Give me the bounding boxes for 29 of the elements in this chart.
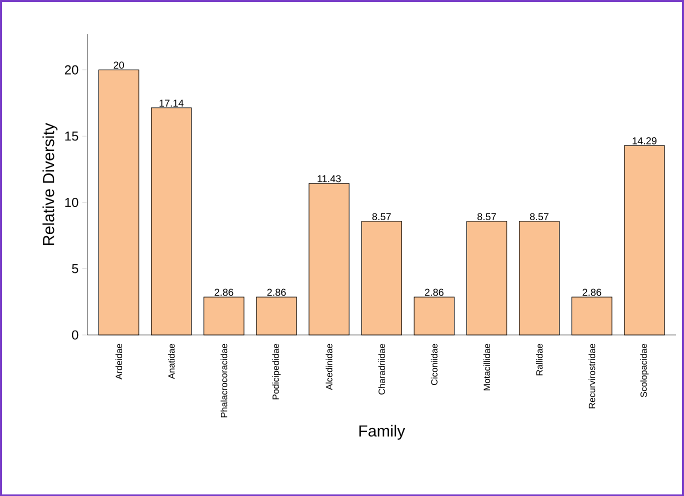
data-label: 2.86	[582, 288, 602, 296]
data-label: 8.57	[372, 212, 391, 220]
y-tick-label: 20	[64, 65, 78, 74]
y-tick-label: 0	[72, 330, 78, 340]
data-label: 20	[114, 61, 124, 68]
y-axis-title: Relative Diversity	[42, 122, 58, 245]
y-tick-label: 15	[65, 131, 78, 140]
x-tick-label: Alcedinidae	[326, 344, 332, 390]
x-tick-label: Charadriidae	[378, 344, 385, 394]
data-label: 11.43	[318, 174, 341, 182]
y-tick-label: 10	[65, 198, 78, 207]
data-label: 17.14	[160, 99, 184, 106]
x-tick-label: Anatidae	[168, 344, 175, 379]
x-axis-title: Family	[359, 424, 406, 440]
data-label: 2.86	[214, 288, 234, 296]
x-tick-label: Ardeidae	[115, 344, 122, 380]
x-tick-label: Scolopacidae	[640, 344, 649, 397]
x-tick-label: Podicipedidae	[272, 344, 281, 400]
x-tick-label: Rallidae	[536, 344, 543, 376]
x-tick-label: Ciconiidae	[430, 344, 438, 385]
y-tick-label: 5	[72, 264, 78, 274]
data-label: 14.29	[632, 137, 656, 144]
data-label: 2.86	[424, 288, 444, 296]
x-tick-label: Motacillidae	[483, 344, 490, 390]
data-label: 8.57	[530, 212, 549, 220]
data-label: 8.57	[477, 212, 496, 220]
data-label: 2.86	[267, 288, 286, 296]
x-tick-label: Phalacrocoracidae	[220, 344, 228, 418]
x-tick-label: Recurvirostridae	[588, 344, 596, 408]
